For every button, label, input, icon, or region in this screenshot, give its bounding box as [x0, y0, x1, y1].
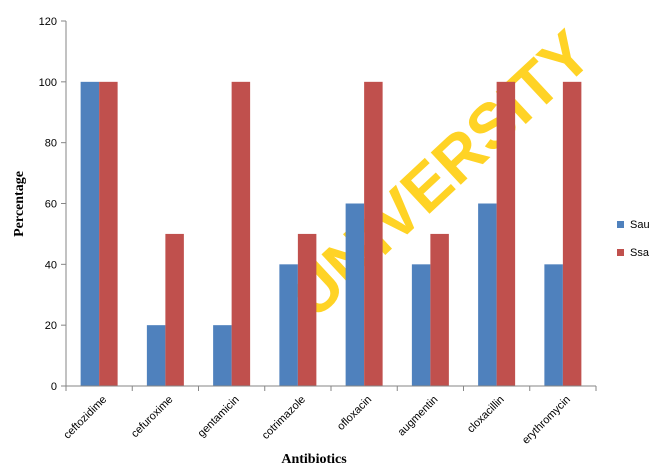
axes-group [61, 20, 597, 391]
legend-swatch-sau [617, 221, 624, 228]
bar-ssa-gentamicin [231, 81, 251, 386]
bar-ssa-cotrimazole [297, 233, 317, 386]
y-tick-label: 20 [45, 320, 57, 332]
bar-ssa-ofloxacin [364, 81, 383, 386]
bar-sau-cotrimazole [279, 264, 298, 386]
bar-sau-ofloxacin [345, 203, 365, 386]
bar-ssa-erythromycin [562, 81, 582, 386]
x-tick-label: cotrimazole [260, 394, 308, 442]
x-tick-label: gentamicin [196, 394, 242, 440]
x-axis-title: Antibiotics [281, 452, 347, 465]
bar-sau-erythromycin [544, 264, 563, 386]
y-tick-label: 100 [39, 77, 57, 89]
x-tick-labels: ceftozidime cefuroxime gentamicin cotrimazo… [61, 394, 573, 447]
bar-sau-cloxacillin [478, 203, 497, 386]
legend: Sau Ssa [617, 219, 650, 259]
bar-ssa-cloxacillin [496, 81, 516, 386]
y-tick-label: 60 [45, 199, 57, 211]
x-tick-label: cefuroxime [129, 394, 176, 441]
legend-label-ssa: Ssa [630, 247, 650, 259]
bar-sau-cefuroxime [146, 325, 166, 386]
y-tick-labels: 0 20 40 60 80 100 120 [39, 16, 57, 393]
x-tick-label: erythromycin [520, 394, 573, 447]
legend-swatch-ssa [617, 249, 624, 256]
x-tick-label: augmentin [396, 394, 441, 439]
bar-sau-ceftozidime [80, 81, 100, 386]
y-tick-label: 120 [39, 16, 57, 28]
y-axis-title: Percentage [12, 171, 27, 237]
y-tick-label: 80 [45, 138, 57, 150]
x-tick-label: cloxacillin [465, 394, 507, 436]
bar-sau-gentamicin [213, 325, 232, 386]
bar-ssa-augmentin [430, 233, 449, 386]
x-tick-label: ofloxacin [335, 394, 374, 433]
y-tick-label: 40 [45, 259, 57, 271]
bars-group [80, 81, 582, 386]
legend-label-sau: Sau [630, 219, 650, 231]
bar-sau-augmentin [411, 264, 431, 386]
bar-ssa-cefuroxime [165, 233, 184, 386]
x-tick-label: ceftozidime [61, 394, 109, 442]
y-tick-label: 0 [51, 381, 57, 393]
bar-ssa-ceftozidime [99, 81, 118, 386]
